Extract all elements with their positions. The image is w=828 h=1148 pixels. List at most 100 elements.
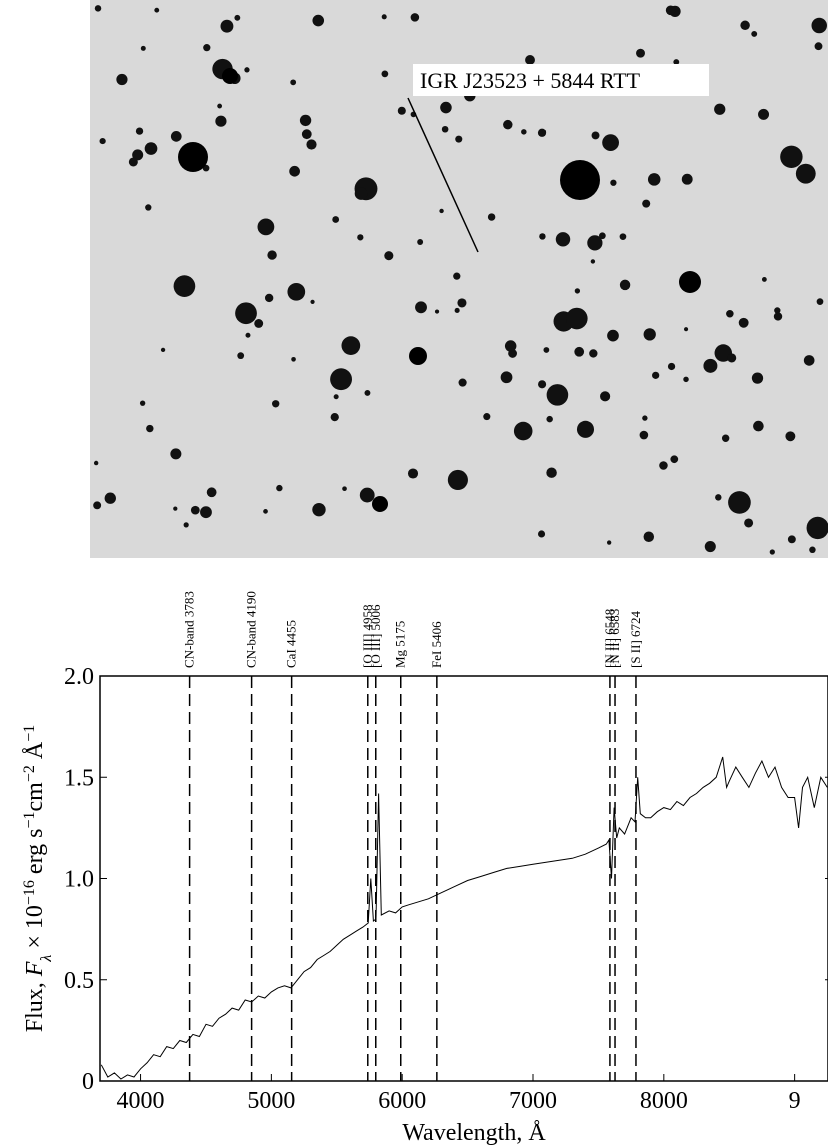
star bbox=[458, 378, 467, 387]
star bbox=[659, 461, 668, 470]
star bbox=[606, 540, 612, 545]
star bbox=[636, 48, 645, 58]
y-axis-label-part: F bbox=[22, 961, 48, 977]
star bbox=[332, 216, 340, 223]
star bbox=[235, 302, 257, 325]
star bbox=[447, 469, 468, 491]
star bbox=[721, 434, 730, 442]
star bbox=[652, 371, 660, 379]
star bbox=[132, 149, 144, 161]
star bbox=[312, 14, 325, 27]
star bbox=[769, 549, 775, 555]
x-tick-label: 8000 bbox=[640, 1088, 688, 1114]
spectral-line-label: FeI 5406 bbox=[429, 621, 444, 668]
star bbox=[364, 389, 371, 396]
star bbox=[538, 380, 547, 389]
star bbox=[263, 509, 268, 514]
star bbox=[513, 421, 533, 441]
spectral-line-label: Mg 5175 bbox=[393, 621, 408, 668]
star bbox=[264, 293, 274, 303]
star bbox=[93, 501, 102, 510]
star bbox=[359, 487, 375, 503]
star bbox=[154, 7, 160, 13]
star bbox=[780, 145, 803, 169]
star bbox=[642, 415, 648, 421]
star bbox=[453, 272, 461, 280]
star bbox=[809, 546, 816, 554]
star bbox=[287, 282, 306, 301]
star bbox=[276, 484, 283, 492]
y-axis-label-part: Å bbox=[22, 741, 48, 765]
star bbox=[761, 277, 767, 282]
star bbox=[441, 125, 449, 133]
star bbox=[537, 530, 546, 538]
star bbox=[591, 131, 600, 140]
star bbox=[381, 14, 387, 20]
star bbox=[257, 218, 275, 236]
star bbox=[291, 356, 296, 362]
star bbox=[357, 234, 364, 241]
star bbox=[145, 204, 152, 211]
y-axis-label-part: erg s bbox=[22, 829, 48, 881]
star bbox=[811, 17, 827, 34]
star bbox=[607, 329, 619, 342]
star bbox=[816, 298, 824, 305]
spectral-line-label: CN-band 4190 bbox=[244, 591, 259, 668]
star bbox=[598, 232, 606, 240]
y-tick-label: 1.5 bbox=[64, 765, 94, 791]
star bbox=[806, 516, 828, 540]
star bbox=[381, 70, 389, 78]
star bbox=[500, 371, 513, 384]
star bbox=[289, 165, 300, 177]
star bbox=[773, 312, 783, 321]
star bbox=[576, 420, 595, 438]
y-axis-label: Flux, Fλ × 10−16 erg s−1cm−2 Å−1 bbox=[21, 725, 55, 1033]
y-axis-label-part: −1 bbox=[21, 811, 38, 828]
x-tick-label: 9 bbox=[789, 1088, 801, 1114]
star bbox=[454, 307, 460, 313]
star bbox=[504, 340, 517, 352]
star bbox=[753, 420, 764, 432]
annotation-box bbox=[413, 64, 709, 96]
plot-frame bbox=[99, 675, 828, 1082]
star bbox=[128, 157, 138, 167]
star bbox=[643, 531, 655, 543]
star bbox=[440, 101, 452, 114]
star bbox=[206, 487, 217, 498]
star bbox=[667, 362, 676, 371]
star bbox=[619, 279, 631, 291]
x-tick-label: 7000 bbox=[509, 1088, 557, 1114]
star bbox=[272, 400, 280, 408]
star bbox=[670, 455, 679, 464]
star bbox=[372, 496, 388, 512]
star bbox=[310, 299, 315, 304]
annotation: IGR J23523 + 5844 RTT bbox=[420, 68, 641, 93]
star bbox=[546, 384, 569, 406]
x-tick-label: 5000 bbox=[247, 1088, 295, 1114]
star bbox=[354, 187, 368, 200]
star bbox=[785, 431, 796, 442]
star bbox=[434, 309, 440, 314]
x-axis-label: Wavelength, Å bbox=[402, 1120, 546, 1146]
star bbox=[330, 412, 339, 422]
star bbox=[146, 424, 154, 433]
spectral-line-label: CN-band 3783 bbox=[182, 591, 197, 668]
star bbox=[574, 288, 581, 294]
star bbox=[417, 239, 424, 245]
star bbox=[215, 115, 227, 127]
star bbox=[410, 13, 420, 22]
x-tick-label: 4000 bbox=[117, 1088, 165, 1114]
spectral-line-label: [N II] 6583 bbox=[607, 609, 622, 668]
star bbox=[787, 535, 796, 544]
star bbox=[679, 271, 701, 293]
star bbox=[715, 494, 722, 501]
spectral-line-label: [O III] 4958 bbox=[360, 604, 375, 668]
star bbox=[521, 129, 527, 135]
star bbox=[415, 301, 427, 314]
star bbox=[555, 232, 571, 247]
star bbox=[560, 160, 600, 200]
star bbox=[665, 5, 676, 16]
star bbox=[525, 55, 535, 65]
star bbox=[681, 173, 693, 185]
star bbox=[647, 173, 661, 186]
